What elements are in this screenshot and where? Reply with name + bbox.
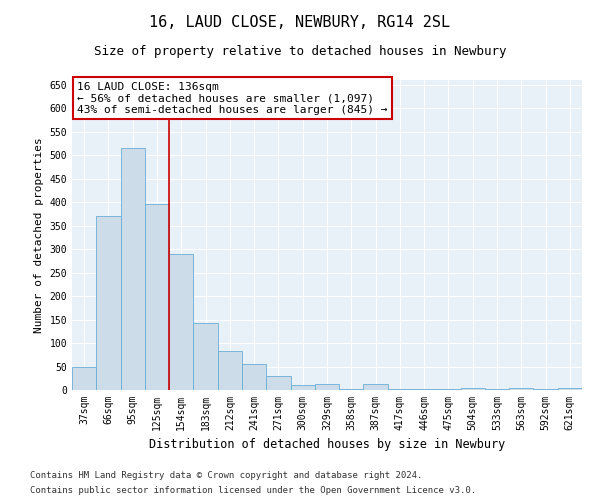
Bar xyxy=(96,216,121,390)
Bar xyxy=(193,323,218,390)
Text: Contains public sector information licensed under the Open Government Licence v3: Contains public sector information licen… xyxy=(30,486,476,495)
Bar xyxy=(412,389,436,390)
Bar xyxy=(558,388,582,390)
Text: 16 LAUD CLOSE: 136sqm
← 56% of detached houses are smaller (1,097)
43% of semi-d: 16 LAUD CLOSE: 136sqm ← 56% of detached … xyxy=(77,82,388,115)
Text: 16, LAUD CLOSE, NEWBURY, RG14 2SL: 16, LAUD CLOSE, NEWBURY, RG14 2SL xyxy=(149,15,451,30)
Bar xyxy=(121,148,145,390)
Text: Size of property relative to detached houses in Newbury: Size of property relative to detached ho… xyxy=(94,45,506,58)
Text: Contains HM Land Registry data © Crown copyright and database right 2024.: Contains HM Land Registry data © Crown c… xyxy=(30,471,422,480)
Bar xyxy=(72,366,96,390)
Bar xyxy=(339,389,364,390)
Bar xyxy=(290,386,315,390)
Bar xyxy=(145,204,169,390)
Bar xyxy=(266,376,290,390)
Bar xyxy=(218,352,242,390)
Bar xyxy=(169,254,193,390)
Bar xyxy=(364,384,388,390)
Bar xyxy=(388,389,412,390)
Bar xyxy=(461,388,485,390)
Bar xyxy=(509,388,533,390)
Bar xyxy=(436,389,461,390)
Bar xyxy=(533,389,558,390)
X-axis label: Distribution of detached houses by size in Newbury: Distribution of detached houses by size … xyxy=(149,438,505,452)
Bar xyxy=(315,384,339,390)
Y-axis label: Number of detached properties: Number of detached properties xyxy=(34,137,44,333)
Bar xyxy=(485,389,509,390)
Bar xyxy=(242,364,266,390)
